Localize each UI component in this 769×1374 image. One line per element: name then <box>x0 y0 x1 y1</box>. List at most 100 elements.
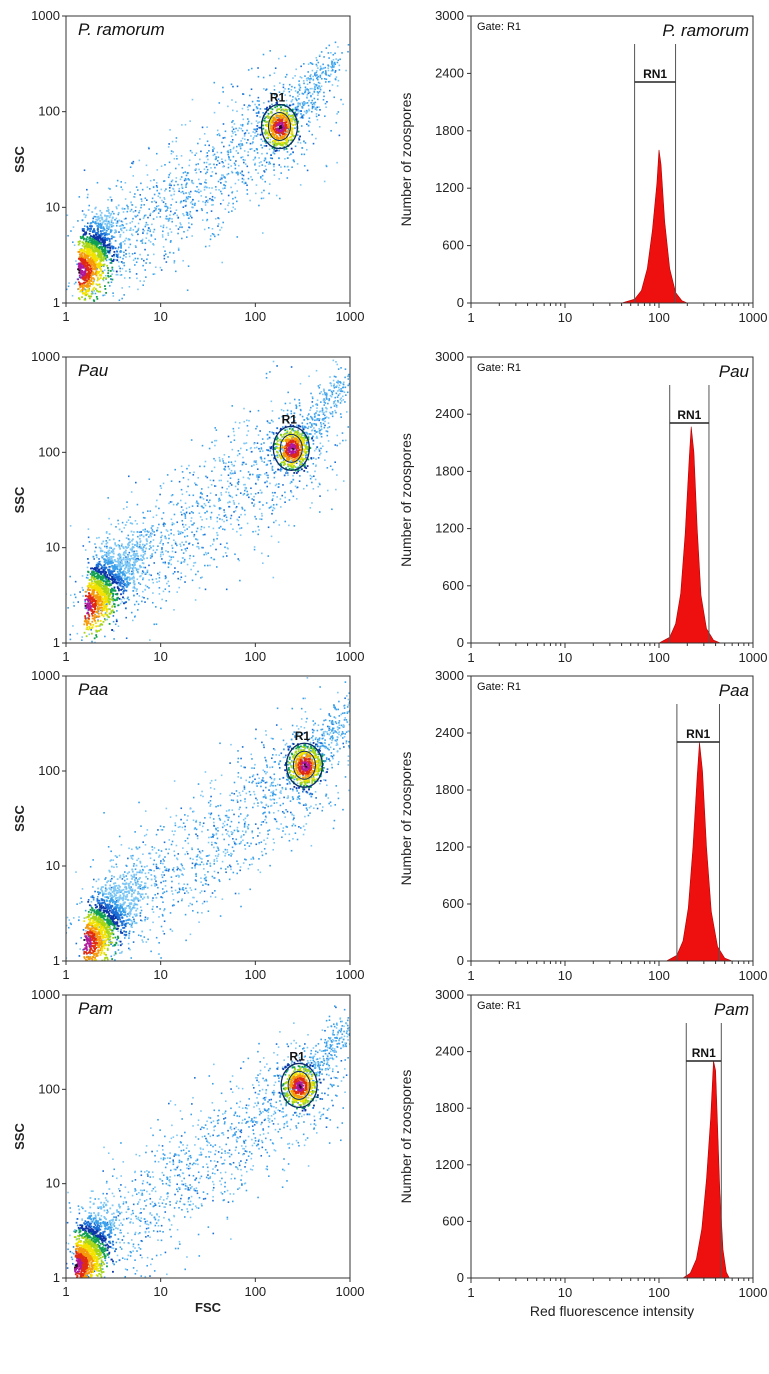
event-dot <box>69 525 72 527</box>
event-dot <box>134 215 136 217</box>
event-dot <box>207 199 209 202</box>
event-dot <box>253 495 255 498</box>
event-dot <box>243 509 246 512</box>
event-dot <box>168 555 171 558</box>
event-dot <box>221 518 224 521</box>
event-dot <box>333 375 336 378</box>
event-dot <box>306 454 308 456</box>
event-dot <box>204 144 207 146</box>
event-dot <box>214 505 216 507</box>
event-dot <box>93 235 95 238</box>
event-dot <box>188 217 190 220</box>
event-dot <box>202 546 204 549</box>
event-dot <box>290 89 293 91</box>
event-dot <box>228 158 230 161</box>
event-dot <box>248 419 250 422</box>
event-dot <box>271 116 274 118</box>
event-dot <box>129 210 132 213</box>
event-dot <box>343 391 346 393</box>
event-dot <box>200 190 202 193</box>
event-dot <box>256 152 259 154</box>
event-dot <box>113 580 116 582</box>
event-dot <box>167 580 170 583</box>
event-dot <box>200 208 203 210</box>
event-dot <box>315 458 317 460</box>
event-dot <box>92 277 95 280</box>
event-dot <box>242 93 244 95</box>
event-dot <box>241 156 244 158</box>
event-dot <box>91 260 94 263</box>
event-dot <box>107 220 110 223</box>
event-dot <box>316 76 319 79</box>
event-dot <box>214 444 216 447</box>
event-dot <box>277 98 280 100</box>
event-dot <box>275 519 277 522</box>
event-dot <box>182 172 185 174</box>
event-dot <box>296 486 299 489</box>
event-dot <box>323 388 325 391</box>
event-dot <box>186 212 189 214</box>
event-dot <box>282 137 284 140</box>
event-dot <box>82 545 85 547</box>
event-dot <box>98 283 101 286</box>
event-dot <box>315 137 317 140</box>
event-dot <box>131 253 134 255</box>
y-axis-label: SSC <box>12 146 27 173</box>
event-dot <box>97 610 100 613</box>
event-dot <box>78 274 81 277</box>
event-dot <box>115 307 117 309</box>
event-dot <box>279 467 282 470</box>
event-dot <box>307 89 309 91</box>
event-dot <box>270 111 272 114</box>
event-dot <box>266 152 268 155</box>
event-dot <box>266 136 269 139</box>
event-dot <box>146 174 149 176</box>
event-dot <box>306 169 309 172</box>
event-dot <box>222 91 225 93</box>
event-dot <box>272 506 275 509</box>
event-dot <box>291 98 294 101</box>
event-dot <box>160 553 162 556</box>
event-dot <box>194 202 196 205</box>
event-dot <box>171 198 174 201</box>
event-dot <box>221 176 223 179</box>
event-dot <box>137 227 140 230</box>
event-dot <box>152 244 155 246</box>
event-dot <box>278 121 281 124</box>
event-dot <box>91 263 94 266</box>
event-dot <box>278 108 281 111</box>
event-dot <box>189 120 191 122</box>
event-dot <box>100 224 103 227</box>
event-dot <box>232 427 235 430</box>
event-dot <box>161 547 163 549</box>
event-dot <box>118 589 120 592</box>
event-dot <box>318 450 321 452</box>
event-dot <box>200 576 202 579</box>
event-dot <box>187 195 190 198</box>
event-dot <box>211 204 213 206</box>
event-dot <box>341 395 344 398</box>
event-dot <box>156 216 158 218</box>
event-dot <box>149 262 151 264</box>
event-dot <box>285 126 288 129</box>
event-dot <box>211 171 214 173</box>
event-dot <box>357 381 359 383</box>
event-dot <box>281 444 283 447</box>
event-dot <box>58 238 60 240</box>
event-dot <box>86 225 89 228</box>
event-dot <box>125 576 127 579</box>
event-dot <box>119 256 122 259</box>
event-dot <box>294 485 297 488</box>
event-dot <box>115 598 117 601</box>
event-dot <box>172 213 175 216</box>
event-dot <box>173 609 175 611</box>
event-dot <box>72 226 75 228</box>
event-dot <box>315 437 318 439</box>
event-dot <box>330 390 333 393</box>
event-dot <box>79 250 82 253</box>
event-dot <box>97 619 99 622</box>
event-dot <box>339 413 342 415</box>
event-dot <box>329 376 331 378</box>
event-dot <box>208 525 210 528</box>
event-dot <box>215 156 217 158</box>
